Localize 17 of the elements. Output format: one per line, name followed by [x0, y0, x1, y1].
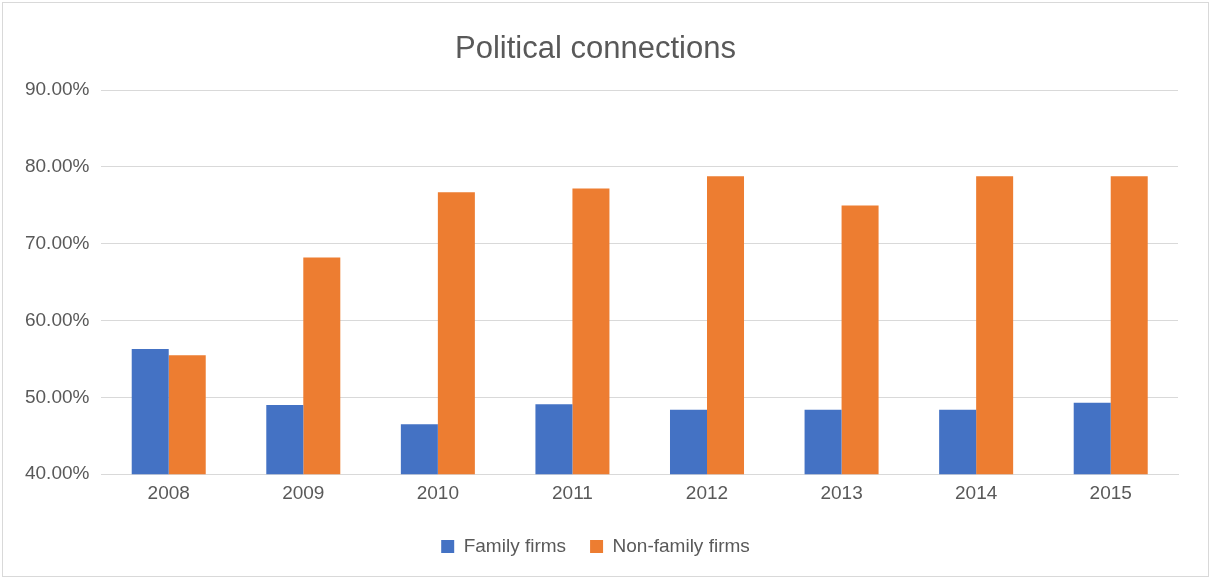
- x-tick-label: 2010: [416, 481, 460, 503]
- legend-label: Family firms: [463, 534, 567, 556]
- y-tick-label: 80.00%: [24, 155, 90, 177]
- y-tick-label: 90.00%: [24, 78, 90, 100]
- y-tick-label: 60.00%: [24, 308, 90, 330]
- x-tick-label: 2012: [685, 481, 729, 503]
- y-tick-label: 40.00%: [24, 462, 90, 484]
- y-tick-label: 50.00%: [24, 385, 90, 407]
- x-tick-label: 2011: [552, 481, 593, 503]
- x-tick-label: 2015: [1089, 481, 1132, 503]
- x-tick-label: 2014: [955, 481, 998, 503]
- x-tick-label: 2009: [282, 481, 325, 503]
- x-tick-label: 2013: [820, 481, 863, 503]
- y-tick-label: 70.00%: [24, 232, 90, 254]
- x-tick-label: 2008: [147, 481, 190, 503]
- chart-title: Political connections: [455, 30, 736, 66]
- legend-label: Non-family firms: [612, 534, 750, 556]
